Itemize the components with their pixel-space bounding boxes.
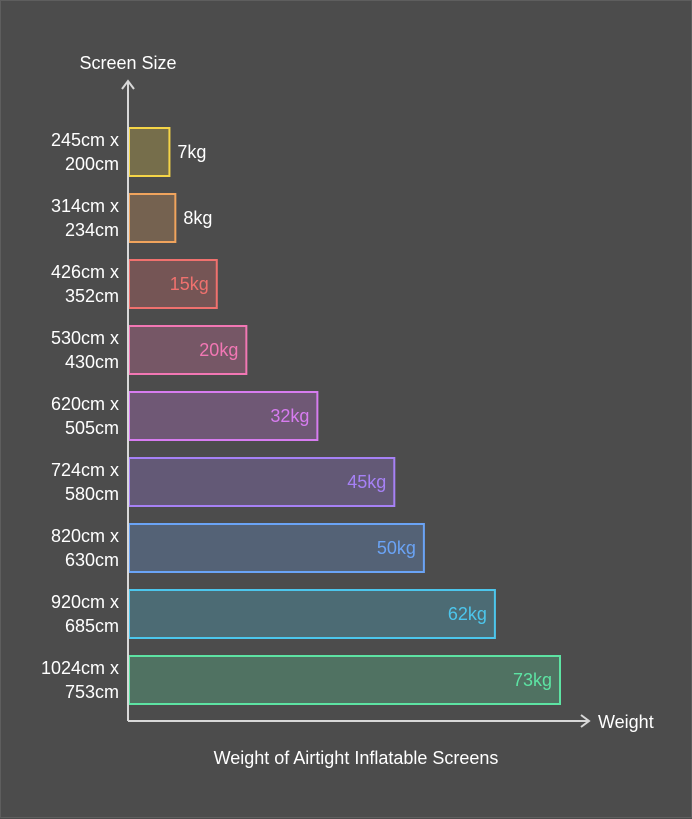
bar-5	[128, 457, 396, 507]
value-label-3: 20kg	[199, 340, 238, 360]
category-label-8-line2: 753cm	[65, 682, 119, 702]
value-label-6: 50kg	[377, 538, 416, 558]
value-label-8: 73kg	[513, 670, 552, 690]
category-label-6-line1: 820cm x	[51, 526, 119, 546]
category-label-7-line1: 920cm x	[51, 592, 119, 612]
category-label-3-line2: 430cm	[65, 352, 119, 372]
bar-1	[128, 193, 177, 243]
bar-7	[128, 589, 496, 639]
bar-4	[128, 391, 319, 441]
category-label-2-line1: 426cm x	[51, 262, 119, 282]
bar-6	[128, 523, 425, 573]
category-label-1-line1: 314cm x	[51, 196, 119, 216]
value-label-0: 7kg	[177, 142, 206, 162]
category-label-6-line2: 630cm	[65, 550, 119, 570]
x-axis-title: Weight	[598, 712, 654, 732]
chart-title: Weight of Airtight Inflatable Screens	[214, 748, 499, 768]
category-label-3-line1: 530cm x	[51, 328, 119, 348]
bar-8	[128, 655, 561, 705]
category-label-5-line1: 724cm x	[51, 460, 119, 480]
value-label-7: 62kg	[448, 604, 487, 624]
x-axis-arrow-icon	[580, 714, 591, 728]
bar-0	[128, 127, 171, 177]
y-axis-arrow-icon	[121, 79, 135, 90]
category-label-4-line1: 620cm x	[51, 394, 119, 414]
category-label-8-line1: 1024cm x	[41, 658, 119, 678]
value-label-4: 32kg	[270, 406, 309, 426]
category-label-1-line2: 234cm	[65, 220, 119, 240]
bar-3	[128, 325, 248, 375]
category-label-0-line2: 200cm	[65, 154, 119, 174]
value-label-5: 45kg	[347, 472, 386, 492]
category-label-2-line2: 352cm	[65, 286, 119, 306]
category-label-5-line2: 580cm	[65, 484, 119, 504]
value-label-1: 8kg	[183, 208, 212, 228]
category-label-7-line2: 685cm	[65, 616, 119, 636]
y-axis-title: Screen Size	[79, 53, 176, 73]
category-label-0-line1: 245cm x	[51, 130, 119, 150]
category-label-4-line2: 505cm	[65, 418, 119, 438]
value-label-2: 15kg	[170, 274, 209, 294]
